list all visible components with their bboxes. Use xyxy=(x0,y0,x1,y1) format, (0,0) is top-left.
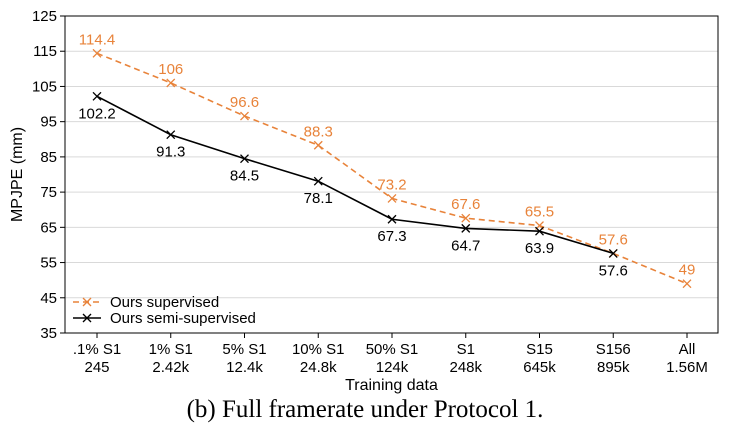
x-tick-sublabel: 24.8k xyxy=(300,359,337,376)
x-tick-label: .1% S1 xyxy=(73,341,121,358)
data-point-marker xyxy=(92,91,102,101)
x-tick-sublabel: 12.4k xyxy=(226,359,263,376)
y-tick-label: 35 xyxy=(40,325,57,342)
data-label: 73.2 xyxy=(377,176,406,193)
x-tick-label: S15 xyxy=(526,341,553,358)
figure-caption: (b) Full framerate under Protocol 1. xyxy=(186,396,544,423)
data-label: 63.9 xyxy=(525,240,554,257)
data-label: 64.7 xyxy=(451,237,480,254)
y-tick-label: 45 xyxy=(40,290,57,307)
data-label: 84.5 xyxy=(230,168,259,185)
legend-label: Ours semi-supervised xyxy=(110,310,256,327)
data-label: 91.3 xyxy=(156,144,185,161)
x-tick-sublabel: 645k xyxy=(523,359,556,376)
y-tick-label: 115 xyxy=(33,43,57,60)
legend-marker xyxy=(82,297,92,307)
data-label: 67.6 xyxy=(451,196,480,213)
data-label: 106 xyxy=(158,61,183,78)
data-point-marker xyxy=(682,279,692,289)
y-tick-label: 55 xyxy=(40,255,57,272)
y-tick-label: 95 xyxy=(40,114,57,131)
data-point-marker xyxy=(313,176,323,186)
y-axis-title: MPJPE (mm) xyxy=(9,127,26,222)
data-point-marker xyxy=(461,213,471,223)
data-label: 114.4 xyxy=(79,31,115,48)
legend-marker xyxy=(82,313,92,323)
x-tick-label: S156 xyxy=(596,341,631,358)
y-tick-label: 65 xyxy=(40,219,57,236)
data-point-marker xyxy=(461,223,471,233)
data-label: 67.3 xyxy=(377,228,406,245)
y-tick-label: 75 xyxy=(40,184,57,201)
x-tick-sublabel: 248k xyxy=(449,359,482,376)
y-tick-label: 125 xyxy=(32,8,57,25)
data-point-marker xyxy=(387,193,397,203)
data-label: 57.6 xyxy=(599,231,628,248)
y-tick-label: 85 xyxy=(40,149,57,166)
x-tick-label: 50% S1 xyxy=(366,341,419,358)
x-tick-sublabel: 895k xyxy=(597,359,630,376)
data-label: 65.5 xyxy=(525,204,554,221)
legend-label: Ours supervised xyxy=(110,294,219,311)
series-line-1 xyxy=(96,95,614,255)
plot-frame xyxy=(64,15,719,334)
data-label: 49 xyxy=(679,262,696,279)
x-tick-label: All xyxy=(679,341,696,358)
data-point-marker xyxy=(166,78,176,88)
data-point-marker xyxy=(535,226,544,236)
data-point-marker xyxy=(387,214,397,224)
data-point-marker xyxy=(240,154,249,164)
x-tick-label: 5% S1 xyxy=(222,341,266,358)
data-point-marker xyxy=(166,130,176,140)
x-axis-title: Training data xyxy=(345,377,438,394)
y-tick-label: 105 xyxy=(32,78,57,95)
data-point-marker xyxy=(240,111,249,121)
data-point-marker xyxy=(313,140,323,150)
x-tick-label: 1% S1 xyxy=(149,341,193,358)
x-tick-label: 10% S1 xyxy=(292,341,345,358)
x-tick-sublabel: 124k xyxy=(376,359,409,376)
x-tick-sublabel: 1.56M xyxy=(666,359,708,376)
data-label: 57.6 xyxy=(599,262,628,279)
x-tick-sublabel: 245 xyxy=(84,359,109,376)
data-point-marker xyxy=(92,48,102,58)
data-label: 88.3 xyxy=(304,123,333,140)
data-label: 96.6 xyxy=(230,94,259,111)
x-tick-label: S1 xyxy=(457,341,475,358)
x-tick-sublabel: 2.42k xyxy=(152,359,189,376)
data-label: 78.1 xyxy=(304,190,333,207)
data-point-marker xyxy=(608,248,618,258)
data-label: 102.2 xyxy=(78,105,116,122)
